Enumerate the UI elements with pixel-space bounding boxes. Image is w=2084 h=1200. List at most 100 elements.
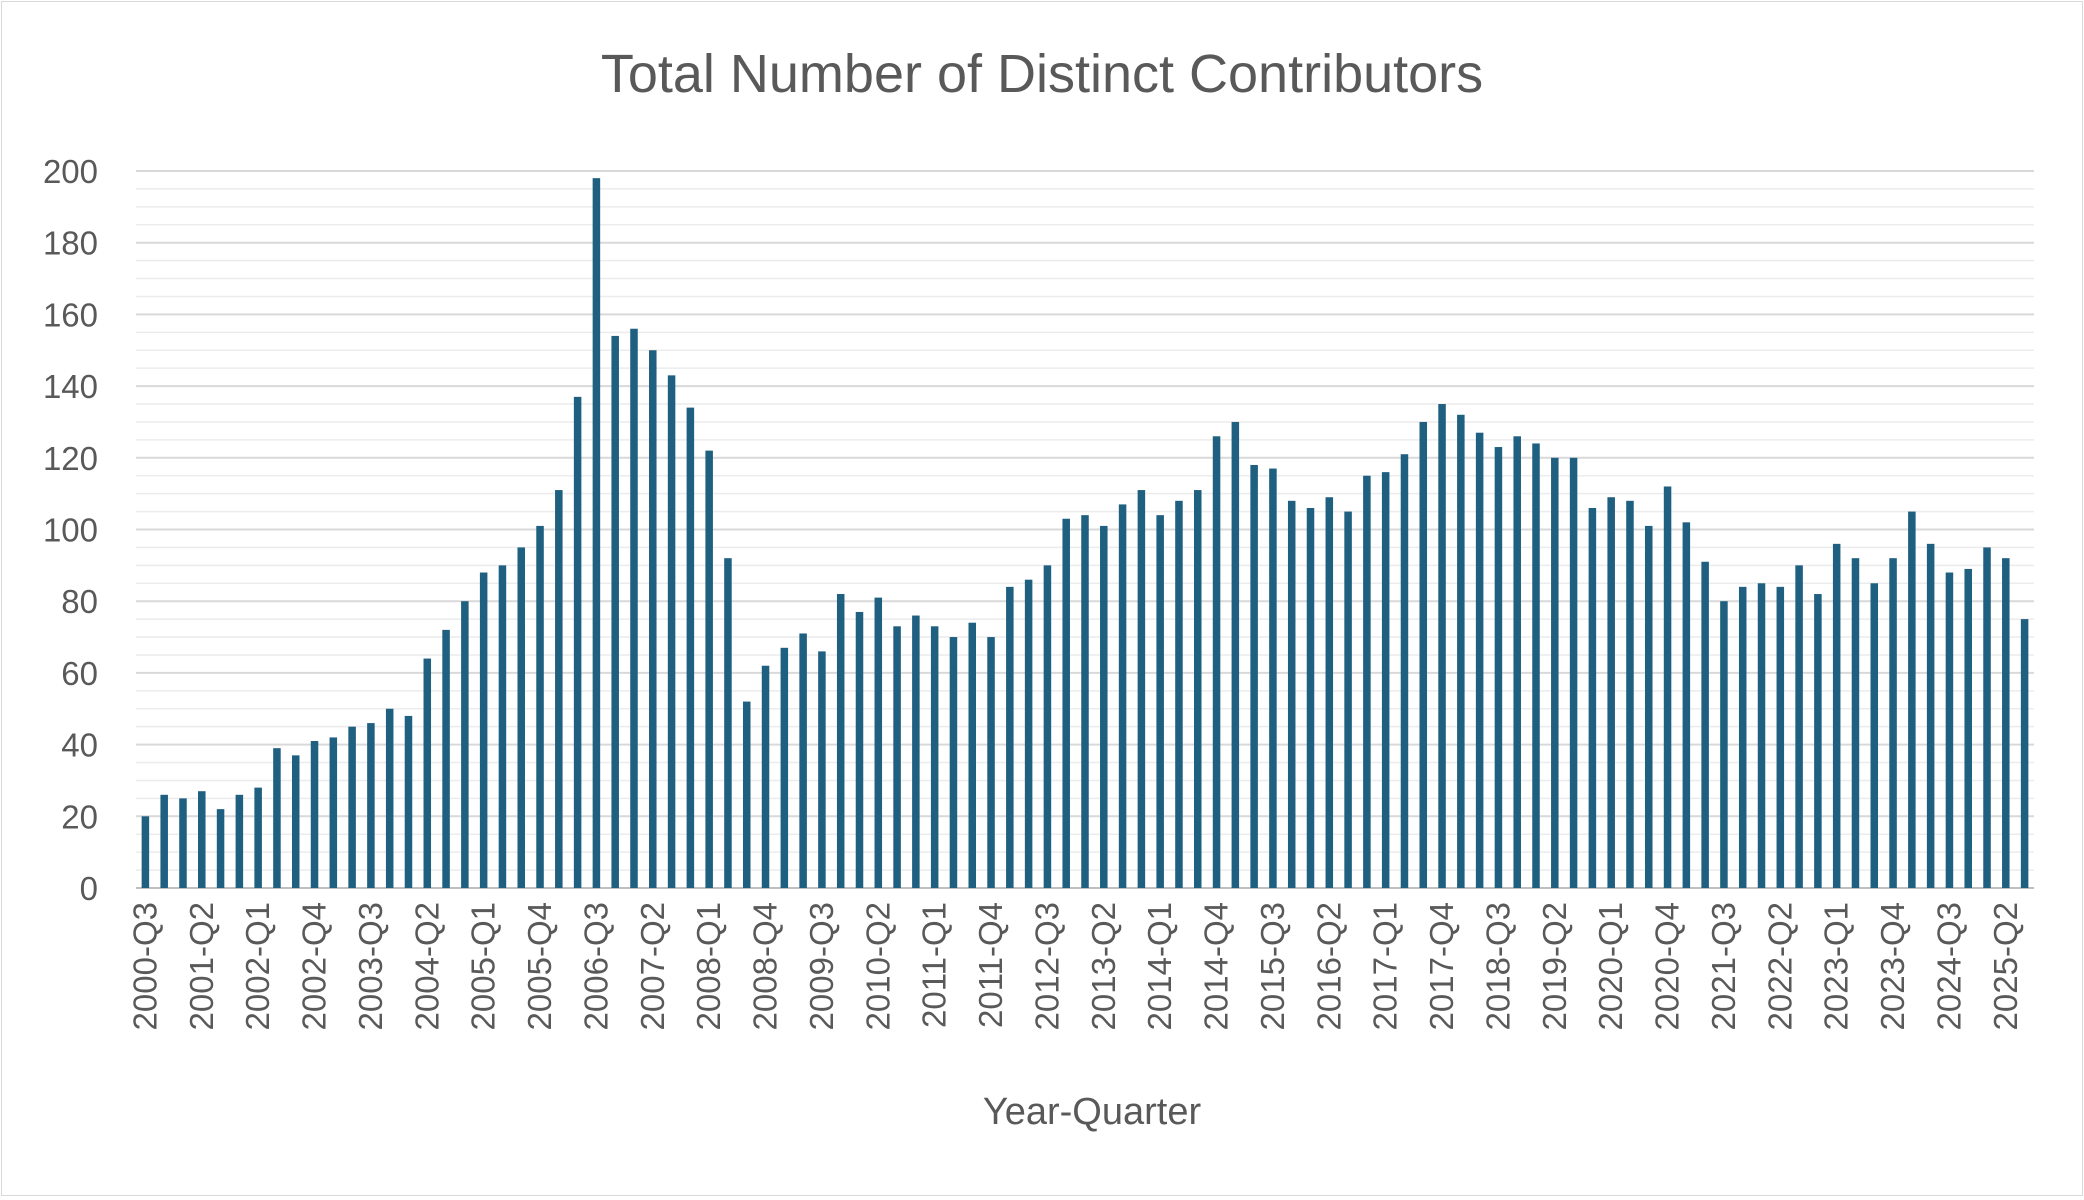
bar-2004-Q2: [423, 658, 432, 888]
x-axis-title: Year-Quarter: [983, 1091, 1202, 1133]
y-tick-label: 100: [43, 512, 98, 549]
bar-2023-Q1: [1832, 543, 1841, 888]
bar-2021-Q1: [1682, 522, 1691, 888]
bar-2004-Q4: [461, 601, 469, 888]
bar-2022-Q3: [1795, 565, 1803, 888]
x-tick-label: 2011-Q4: [972, 902, 1009, 1028]
x-tick-label: 2018-Q3: [1479, 902, 1516, 1030]
bar-2016-Q4: [1363, 475, 1371, 888]
bar-2022-Q4: [1814, 594, 1822, 888]
bar-2017-Q1: [1381, 472, 1390, 888]
bar-2013-Q3: [1118, 504, 1127, 888]
bar-2008-Q1: [705, 450, 713, 888]
bar-2001-Q4: [235, 794, 244, 888]
bar-2007-Q3: [667, 375, 676, 889]
y-tick-label: 160: [43, 296, 98, 333]
bar-2014-Q4: [1212, 436, 1221, 888]
x-tick-label: 2015-Q3: [1254, 902, 1291, 1030]
bar-2012-Q1: [1006, 586, 1014, 888]
x-tick-label: 2008-Q1: [690, 902, 727, 1030]
bar-2005-Q2: [498, 565, 507, 888]
bar-2019-Q4: [1588, 507, 1597, 888]
bar-2014-Q3: [1193, 490, 1202, 888]
bar-2009-Q3: [818, 651, 826, 888]
bar-2018-Q3: [1494, 447, 1503, 888]
x-tick-label: 2005-Q1: [465, 902, 502, 1030]
bar-2011-Q4: [987, 637, 995, 888]
bar-2018-Q4: [1513, 436, 1521, 888]
bar-2019-Q3: [1569, 457, 1578, 888]
y-tick-label: 120: [43, 440, 98, 477]
x-tick-label: 2024-Q3: [1930, 902, 1967, 1030]
bar-2024-Q4: [1964, 568, 1972, 888]
bar-2013-Q2: [1100, 525, 1108, 888]
bar-2016-Q2: [1325, 497, 1334, 888]
bar-2000-Q3: [141, 816, 150, 888]
bar-2007-Q2: [649, 350, 657, 888]
bar-2008-Q4: [761, 665, 770, 888]
bar-2008-Q3: [742, 701, 751, 888]
x-tick-label: 2020-Q4: [1649, 902, 1686, 1030]
x-tick-label: 2010-Q2: [859, 902, 896, 1030]
bar-2021-Q2: [1701, 561, 1709, 888]
x-tick-label: 2006-Q3: [577, 902, 614, 1030]
bar-2010-Q3: [893, 626, 901, 888]
bar-2017-Q2: [1400, 454, 1409, 888]
x-tick-label: 2017-Q4: [1423, 902, 1460, 1030]
bar-2015-Q3: [1269, 468, 1277, 888]
bar-2003-Q4: [385, 708, 394, 888]
bar-2013-Q1: [1081, 515, 1089, 888]
bar-2007-Q4: [686, 407, 695, 888]
x-tick-label: 2019-Q2: [1536, 902, 1573, 1030]
bar-2015-Q4: [1287, 500, 1296, 888]
bar-2011-Q2: [949, 637, 958, 888]
x-tick-label: 2020-Q1: [1592, 902, 1629, 1030]
bar-2018-Q1: [1457, 414, 1465, 888]
y-tick-label: 140: [43, 368, 98, 405]
bar-2015-Q1: [1231, 421, 1240, 888]
bar-2012-Q3: [1043, 565, 1052, 888]
x-tick-label: 2005-Q4: [521, 902, 558, 1030]
bar-2002-Q4: [310, 741, 319, 888]
x-tick-label: 2000-Q3: [126, 902, 163, 1030]
y-tick-label: 80: [61, 583, 98, 620]
bar-2003-Q3: [367, 723, 375, 888]
x-tick-label: 2021-Q3: [1705, 902, 1742, 1030]
bar-2024-Q3: [1945, 572, 1954, 888]
x-axis: 2000-Q3 2001-Q2 2002-Q1 2002-Q4 2003-Q3 2004-…: [126, 902, 2023, 1030]
y-tick-label: 180: [43, 225, 98, 262]
bars: [141, 178, 2029, 889]
bar-2003-Q2: [348, 726, 356, 888]
bar-2022-Q2: [1776, 586, 1785, 888]
bar-2023-Q2: [1851, 558, 1860, 888]
bar-2005-Q4: [536, 525, 544, 888]
bar-2025-Q3: [2020, 619, 2029, 888]
bar-2011-Q1: [930, 626, 939, 888]
bar-2005-Q1: [479, 572, 488, 888]
bar-2011-Q3: [968, 622, 977, 888]
bar-2013-Q4: [1137, 490, 1146, 888]
bar-2020-Q3: [1645, 525, 1653, 888]
y-axis: 0 20 40 60 80 100 120 140 160 180 200: [43, 153, 98, 907]
bar-2006-Q1: [555, 490, 563, 888]
bar-2006-Q2: [573, 396, 582, 888]
bar-2020-Q1: [1607, 497, 1615, 888]
bar-2001-Q1: [179, 798, 187, 888]
bar-2006-Q4: [611, 335, 619, 888]
bar-2017-Q4: [1438, 404, 1446, 888]
x-tick-label: 2014-Q4: [1198, 902, 1235, 1030]
bar-2024-Q2: [1926, 543, 1935, 888]
y-tick-label: 20: [61, 798, 98, 835]
bar-2010-Q2: [874, 597, 883, 888]
bar-2009-Q1: [780, 647, 789, 888]
bar-2023-Q3: [1870, 583, 1879, 888]
bar-2020-Q4: [1663, 486, 1672, 888]
bar-2023-Q4: [1889, 558, 1897, 888]
bar-2009-Q4: [836, 594, 845, 888]
x-tick-label: 2014-Q1: [1141, 902, 1178, 1030]
x-tick-label: 2023-Q1: [1818, 902, 1855, 1030]
bar-2021-Q4: [1738, 586, 1747, 888]
bar-2014-Q2: [1175, 500, 1183, 888]
